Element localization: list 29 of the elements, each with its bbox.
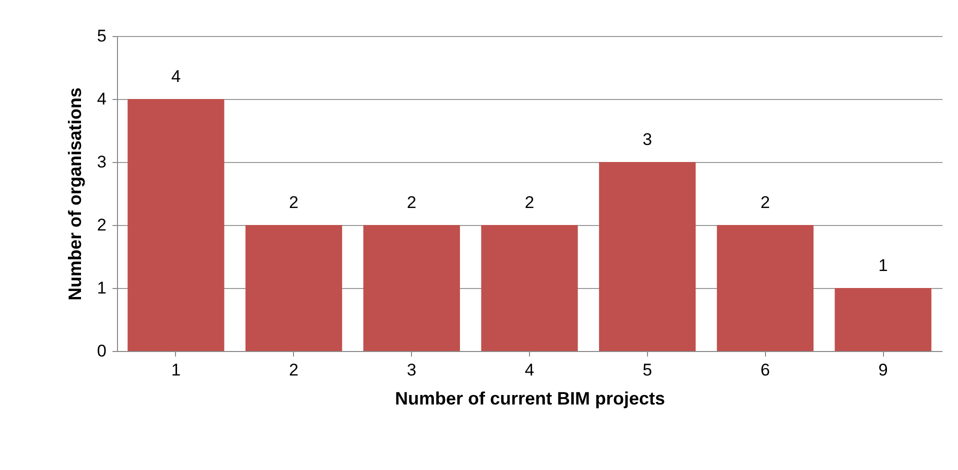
y-tick-label: 3 — [97, 152, 106, 172]
x-tick-label: 3 — [406, 360, 416, 380]
data-label: 2 — [289, 193, 299, 212]
bar — [716, 225, 814, 351]
x-tick-label: 9 — [878, 360, 888, 380]
bar — [363, 225, 460, 351]
x-tick-label: 4 — [524, 360, 534, 380]
bar — [245, 225, 342, 351]
y-axis-title: Number of organisations — [65, 87, 86, 301]
bar — [481, 225, 578, 351]
data-label: 4 — [171, 67, 181, 86]
data-label: 2 — [760, 193, 770, 212]
x-axis-title: Number of current BIM projects — [394, 388, 666, 408]
y-tick-label: 5 — [97, 26, 106, 46]
data-label: 1 — [878, 256, 888, 275]
y-tick-label: 4 — [97, 90, 106, 108]
x-tick-label: 1 — [171, 360, 181, 380]
bar — [599, 162, 696, 351]
x-tick-label: 6 — [760, 360, 770, 380]
bar — [834, 288, 932, 351]
bar — [128, 99, 224, 351]
x-tick-label: 5 — [642, 360, 652, 380]
y-tick-label: 2 — [97, 216, 106, 234]
data-label: 2 — [406, 193, 416, 212]
data-label: 2 — [524, 193, 534, 212]
y-tick-label: 1 — [97, 278, 106, 298]
x-tick-label: 2 — [289, 360, 299, 380]
data-label: 3 — [642, 130, 652, 149]
y-tick-label: 0 — [97, 342, 106, 360]
